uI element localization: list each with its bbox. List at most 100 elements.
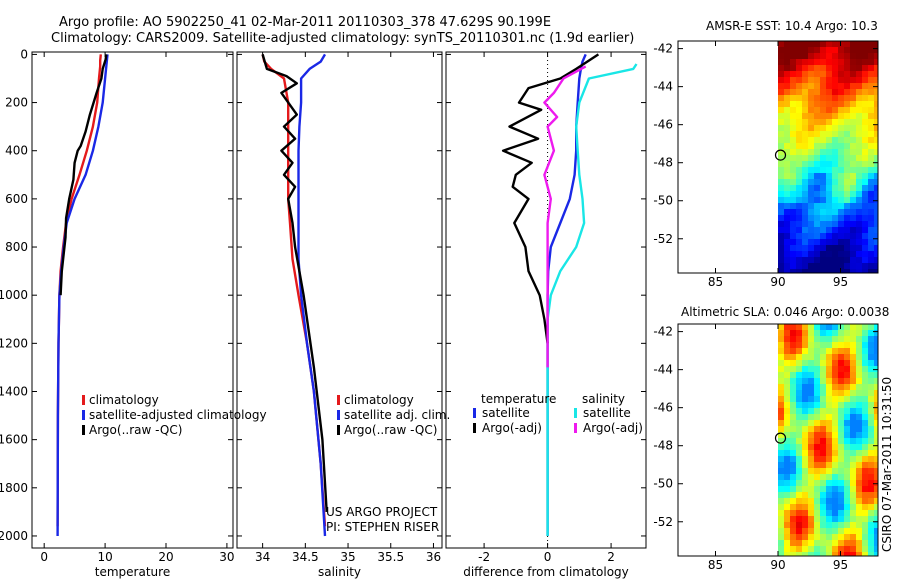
heatmap-cell	[868, 426, 875, 433]
heatmap-cell	[844, 402, 851, 409]
heatmap-cell	[808, 456, 815, 463]
heatmap-cell	[838, 149, 845, 156]
heatmap-cell	[826, 438, 833, 445]
legend-swatch	[82, 395, 85, 405]
heatmap-cell	[856, 197, 863, 204]
heatmap-cell	[790, 149, 797, 156]
heatmap-cell	[850, 89, 857, 96]
heatmap-cell	[826, 185, 833, 192]
heatmap-cell	[796, 510, 803, 517]
heatmap-cell	[856, 504, 863, 511]
heatmap-cell	[856, 155, 863, 162]
heatmap-cell	[868, 179, 875, 186]
heatmap-cell	[868, 53, 875, 60]
heatmap-cell	[850, 137, 857, 144]
heatmap-cell	[826, 125, 833, 132]
heatmap-cell	[820, 444, 827, 451]
heatmap-cell	[856, 209, 863, 216]
heatmap-cell	[856, 143, 863, 150]
heatmap-cell	[856, 522, 863, 529]
heatmap-cell	[862, 251, 869, 258]
heatmap-cell	[874, 125, 878, 132]
heatmap-cell	[796, 125, 803, 132]
heatmap-cell	[820, 384, 827, 391]
heatmap-cell	[862, 516, 869, 523]
heatmap-cell	[862, 203, 869, 210]
heatmap-cell	[802, 95, 809, 102]
heatmap-cell	[778, 432, 785, 439]
heatmap-cell	[826, 414, 833, 421]
heatmap-cell	[850, 233, 857, 240]
heatmap-cell	[826, 468, 833, 475]
heatmap-cell	[820, 516, 827, 523]
heatmap-cell	[838, 83, 845, 90]
heatmap-cell	[862, 131, 869, 138]
heatmap-cell	[790, 41, 797, 48]
heatmap-cell	[778, 426, 785, 433]
heatmap-cell	[862, 426, 869, 433]
legend-swatch	[337, 395, 340, 405]
heatmap-cell	[784, 552, 791, 556]
heatmap-cell	[808, 336, 815, 343]
heatmap-cell	[820, 257, 827, 264]
heatmap-cell	[844, 239, 851, 246]
heatmap-cell	[838, 239, 845, 246]
heatmap-cell	[778, 101, 785, 108]
heatmap-cell	[838, 396, 845, 403]
heatmap-cell	[850, 408, 857, 415]
heatmap-cell	[826, 390, 833, 397]
heatmap-cell	[778, 492, 785, 499]
heatmap-cell	[844, 420, 851, 427]
heatmap-cell	[808, 426, 815, 433]
heatmap-cell	[802, 179, 809, 186]
heatmap-cell	[862, 191, 869, 198]
heatmap-cell	[874, 456, 878, 463]
x-tick-label: 35.5	[377, 550, 404, 564]
heatmap-cell	[808, 41, 815, 48]
heatmap-cell	[850, 101, 857, 108]
heatmap-cell	[844, 450, 851, 457]
heatmap-cell	[844, 342, 851, 349]
heatmap-cell	[796, 474, 803, 481]
heatmap-cell	[832, 161, 839, 168]
heatmap-cell	[802, 372, 809, 379]
heatmap-cell	[796, 330, 803, 337]
heatmap-cell	[868, 71, 875, 78]
heatmap-cell	[826, 462, 833, 469]
heatmap-cell	[856, 71, 863, 78]
heatmap-cell	[778, 257, 785, 264]
heatmap-cell	[808, 119, 815, 126]
heatmap-cell	[784, 408, 791, 415]
heatmap-cell	[874, 540, 878, 547]
heatmap-cell	[832, 432, 839, 439]
heatmap-cell	[796, 107, 803, 114]
heatmap-cell	[856, 59, 863, 66]
heatmap-cell	[820, 203, 827, 210]
heatmap-cell	[838, 384, 845, 391]
heatmap-cell	[814, 486, 821, 493]
heatmap-cell	[808, 101, 815, 108]
heatmap-cell	[844, 269, 851, 273]
legend-label: satellite adj. clim.	[344, 408, 450, 422]
heatmap-cell	[862, 215, 869, 222]
heatmap-cell	[808, 251, 815, 258]
heatmap-cell	[790, 167, 797, 174]
heatmap-cell	[838, 191, 845, 198]
heatmap-cell	[856, 191, 863, 198]
heatmap-cell	[784, 65, 791, 72]
heatmap-cell	[856, 65, 863, 72]
heatmap-cell	[844, 366, 851, 373]
heatmap-cell	[862, 450, 869, 457]
heatmap-cell	[784, 257, 791, 264]
heatmap-cell	[862, 173, 869, 180]
legend-title-temperature: temperature	[481, 392, 556, 406]
heatmap-cell	[814, 53, 821, 60]
heatmap-cell	[874, 59, 878, 66]
heatmap-cell	[814, 546, 821, 553]
heatmap-cell	[844, 360, 851, 367]
heatmap-cell	[856, 372, 863, 379]
heatmap-cell	[838, 360, 845, 367]
heatmap-cell	[874, 522, 878, 529]
heatmap-cell	[814, 360, 821, 367]
legend-label: Argo(..raw -QC)	[89, 423, 182, 437]
